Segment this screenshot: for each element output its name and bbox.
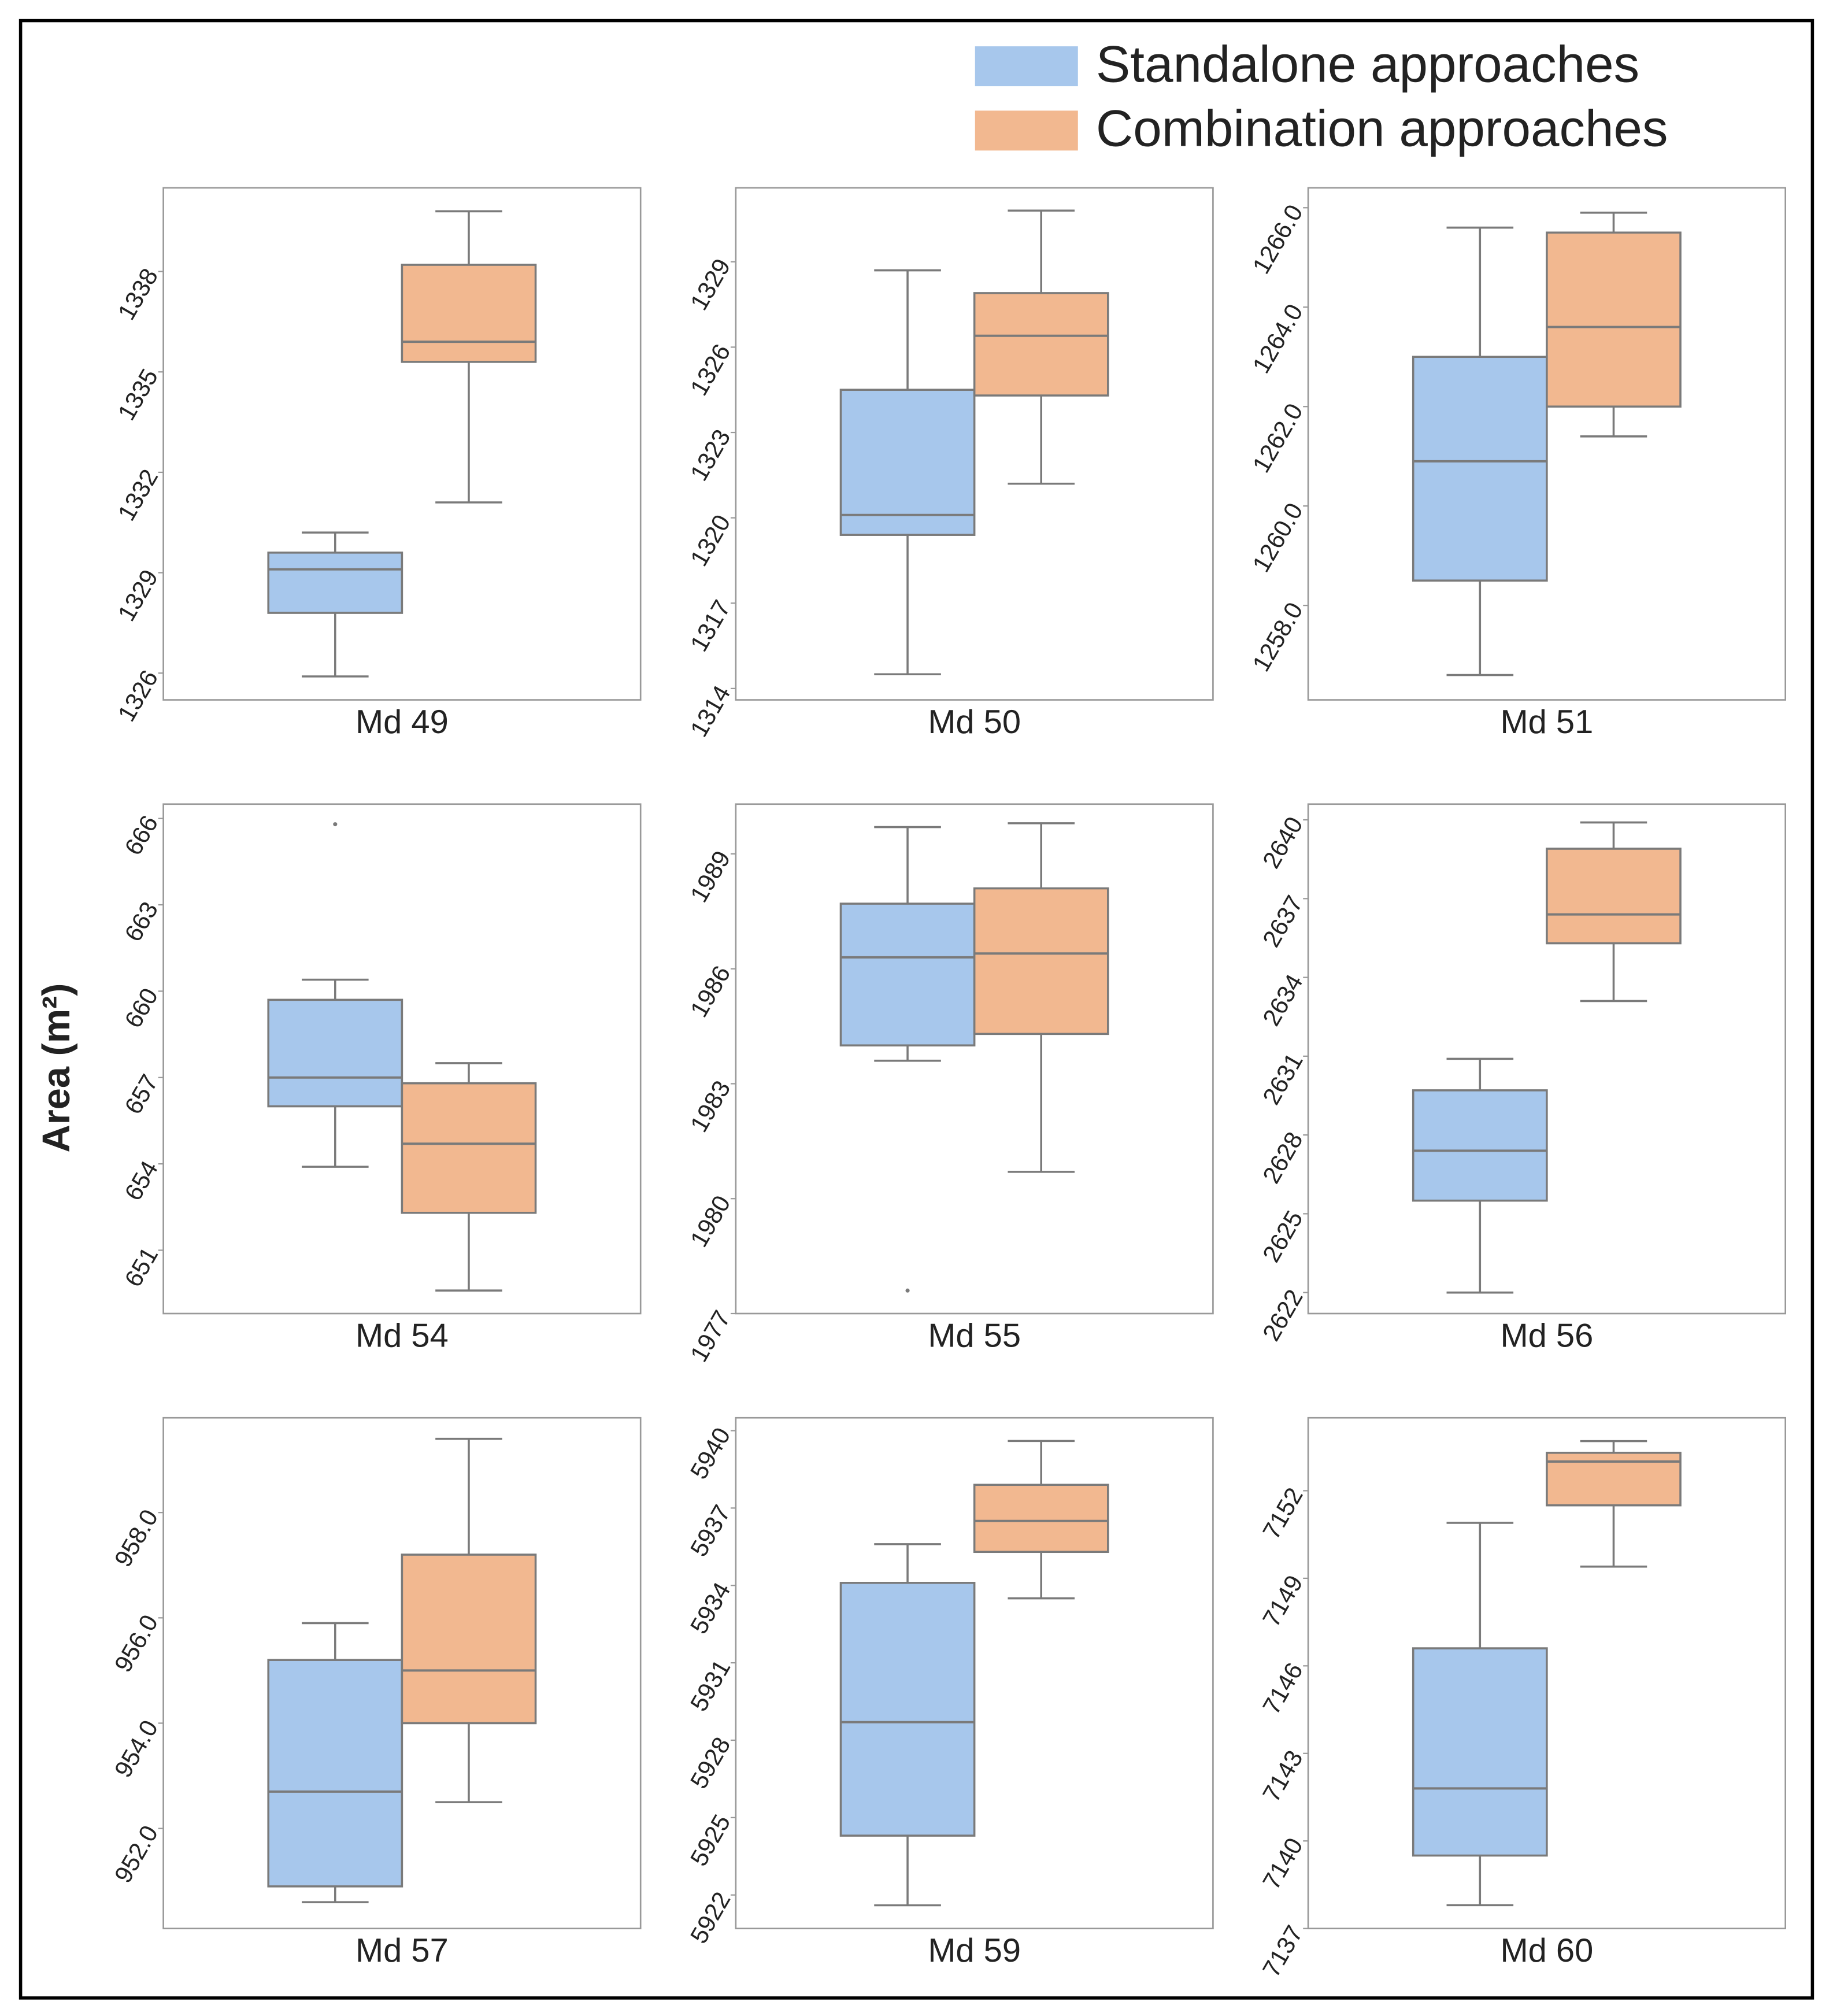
x-axis-label: Md 50: [928, 704, 1021, 741]
plot-frame: [735, 1416, 1214, 1930]
box: [401, 264, 537, 363]
x-axis-label: Md 56: [1500, 1318, 1593, 1355]
box: [973, 1484, 1109, 1553]
box: [1546, 231, 1682, 408]
box: [401, 1553, 537, 1725]
box: [267, 1659, 403, 1888]
x-axis-label: Md 59: [928, 1932, 1021, 1969]
outlier: [905, 1288, 910, 1293]
outlier: [333, 822, 338, 827]
box: [1412, 1089, 1548, 1202]
box: [1412, 356, 1548, 582]
plot-frame: [162, 803, 642, 1315]
x-axis-label: Md 49: [356, 704, 449, 741]
x-axis-label: Md 51: [1500, 704, 1593, 741]
box: [401, 1082, 537, 1214]
y-axis-label: Area (m²): [35, 983, 78, 1152]
plot-frame: [735, 803, 1214, 1315]
plot-frame: [1307, 1416, 1787, 1930]
box: [839, 902, 976, 1046]
box: [839, 389, 976, 536]
plot-frame: [735, 187, 1214, 701]
box: [839, 1582, 976, 1837]
legend-swatch: [975, 46, 1078, 87]
plot-frame: [162, 1416, 642, 1930]
box: [973, 887, 1109, 1035]
x-axis-label: Md 54: [356, 1318, 449, 1355]
x-axis-label: Md 60: [1500, 1932, 1593, 1969]
plot-frame: [1307, 187, 1787, 701]
legend-swatch: [975, 110, 1078, 151]
box: [1546, 848, 1682, 945]
plot-frame: [162, 187, 642, 701]
x-axis-label: Md 55: [928, 1318, 1021, 1355]
box: [973, 292, 1109, 397]
plot-frame: [1307, 803, 1787, 1315]
x-axis-label: Md 57: [356, 1932, 449, 1969]
box: [267, 998, 403, 1108]
box: [267, 552, 403, 614]
legend-label: Combination approaches: [1096, 99, 1668, 157]
box: [1412, 1647, 1548, 1857]
legend-label: Standalone approaches: [1096, 35, 1639, 93]
